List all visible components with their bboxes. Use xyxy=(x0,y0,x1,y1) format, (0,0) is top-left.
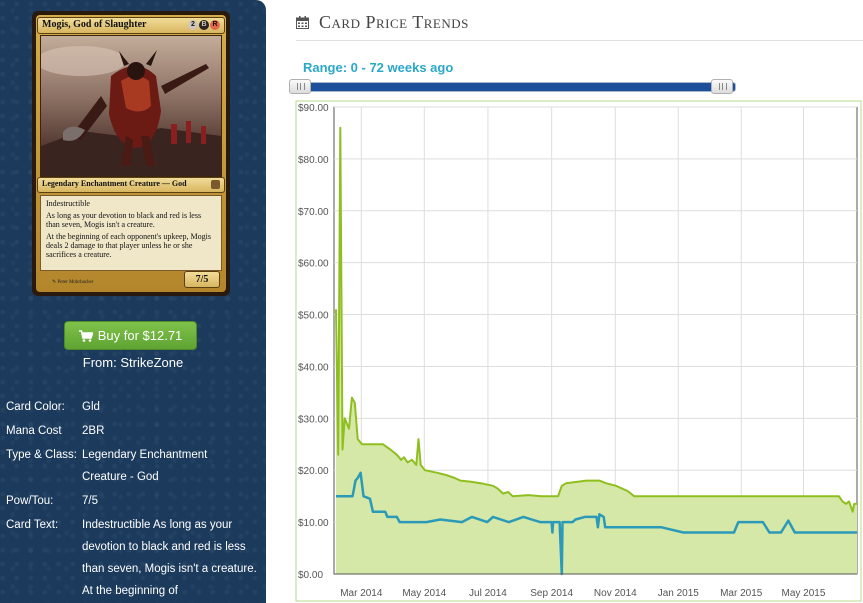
page-header: Card Price Trends xyxy=(296,12,469,33)
y-tick-label: $80.00 xyxy=(298,155,329,166)
detail-row-mana-cost: Mana Cost 2BR xyxy=(0,420,266,442)
calendar-icon xyxy=(296,16,309,29)
detail-row-pow-tou: Pow/Tou: 7/5 xyxy=(0,490,266,512)
buy-button-label: Buy for $12.71 xyxy=(97,328,183,343)
artist-name: Peter Mohrbacher xyxy=(57,280,94,285)
detail-label: Card Color: xyxy=(6,401,65,413)
range-slider-min-handle[interactable] xyxy=(289,79,311,94)
y-tick-label: $20.00 xyxy=(298,466,329,477)
detail-label: Type & Class: xyxy=(6,449,77,461)
series-line-high xyxy=(335,126,857,513)
y-tick-label: $60.00 xyxy=(298,259,329,270)
card-power-toughness: 7/5 xyxy=(184,271,220,288)
x-tick-label: Jan 2015 xyxy=(658,588,700,599)
detail-row-card-color: Card Color: Gld xyxy=(0,396,266,418)
y-tick-label: $0.00 xyxy=(298,570,323,581)
x-tick-label: Mar 2014 xyxy=(340,588,383,599)
card-image: Mogis, God of Slaughter 2 B R xyxy=(32,11,230,296)
range-slider-max-handle[interactable] xyxy=(711,79,733,94)
page-title: Card Price Trends xyxy=(319,12,469,32)
range-label: Range: 0 - 72 weeks ago xyxy=(303,60,454,75)
y-tick-label: $50.00 xyxy=(298,311,329,322)
card-artist: ✎ Peter Mohrbacher xyxy=(52,279,93,285)
buy-button[interactable]: Buy for $12.71 xyxy=(64,321,197,350)
rules-line: At the beginning of each opponent's upke… xyxy=(46,232,211,259)
detail-value: 7/5 xyxy=(82,495,98,507)
card-type-bar: Legendary Enchantment Creature — God xyxy=(37,177,225,193)
y-tick-label: $70.00 xyxy=(298,207,329,218)
rules-line: Indestructible xyxy=(46,199,90,208)
detail-value: Legendary Enchantment Creature - God xyxy=(82,449,208,483)
detail-value: 2BR xyxy=(82,425,105,437)
mana-generic-icon: 2 xyxy=(188,20,198,30)
rules-line: As long as your devotion to black and re… xyxy=(46,211,202,229)
mana-red-icon: R xyxy=(210,20,220,30)
y-tick-label: $40.00 xyxy=(298,362,329,373)
detail-row-type-class: Type & Class: Legendary Enchantment Crea… xyxy=(0,444,266,488)
card-name: Mogis, God of Slaughter xyxy=(42,19,147,30)
series-line-average xyxy=(336,471,857,576)
x-tick-label: Jul 2014 xyxy=(469,588,507,599)
x-tick-label: Mar 2015 xyxy=(720,588,763,599)
chart-outer-frame xyxy=(295,100,862,602)
detail-value: Gld xyxy=(82,401,100,413)
y-tick-label: $90.00 xyxy=(298,103,329,114)
x-tick-label: May 2015 xyxy=(781,588,825,599)
mana-cost-symbols: 2 B R xyxy=(188,20,220,30)
card-sidebar: Mogis, God of Slaughter 2 B R xyxy=(0,0,266,603)
detail-label: Mana Cost xyxy=(6,425,62,437)
chart-axes: $0.00 $10.00 $20.00 $30.00 $40.00 $50.00 $60.0… xyxy=(298,103,857,599)
chart-series xyxy=(335,126,857,576)
range-slider[interactable] xyxy=(289,79,736,94)
detail-label: Pow/Tou: xyxy=(6,495,54,507)
x-tick-label: May 2014 xyxy=(402,588,446,599)
y-tick-label: $30.00 xyxy=(298,414,329,425)
y-tick-label: $10.00 xyxy=(298,518,329,529)
set-symbol-icon xyxy=(211,180,220,189)
x-tick-label: Nov 2014 xyxy=(594,588,637,599)
detail-value: Indestructible As long as your devotion … xyxy=(82,519,257,597)
x-tick-label: Sep 2014 xyxy=(530,588,573,599)
series-area-fill xyxy=(336,127,857,575)
buy-source: From: StrikeZone xyxy=(82,355,184,370)
mana-black-icon: B xyxy=(199,20,209,30)
shopping-cart-icon xyxy=(78,329,93,342)
paintbrush-icon: ✎ xyxy=(52,280,58,285)
card-art xyxy=(40,35,222,177)
detail-row-card-text: Card Text: Indestructible As long as you… xyxy=(0,514,266,603)
detail-label: Card Text: xyxy=(6,519,59,531)
card-name-bar: Mogis, God of Slaughter 2 B R xyxy=(37,17,225,34)
title-divider xyxy=(296,40,863,41)
card-art-illustration xyxy=(41,46,221,176)
card-type-line: Legendary Enchantment Creature — God xyxy=(42,179,187,188)
card-rules-text: Indestructible As long as your devotion … xyxy=(40,195,222,271)
